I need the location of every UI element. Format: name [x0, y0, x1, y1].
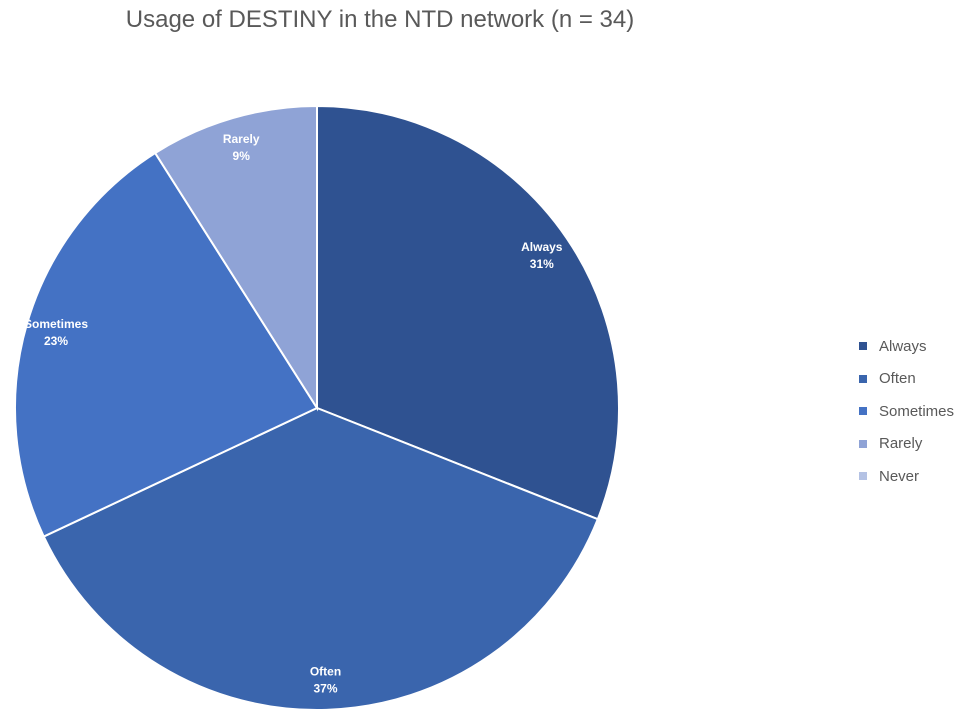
pie-slice-rarely: [153, 104, 318, 412]
pie-slice-often: [42, 406, 600, 711]
legend-item-rarely: Rarely: [859, 428, 954, 461]
chart-legend: Always Often Sometimes Rarely Never: [859, 330, 954, 493]
legend-label-often: Often: [879, 370, 916, 388]
pie-slice-sometimes: [14, 151, 319, 538]
legend-label-always: Always: [879, 337, 927, 355]
legend-swatch-never: [859, 472, 867, 481]
data-label-often-percent: 37%: [313, 682, 337, 696]
pie-slice-always: [316, 104, 620, 521]
legend-swatch-rarely: [859, 439, 867, 448]
legend-item-sometimes: Sometimes: [859, 395, 954, 428]
legend-item-often: Often: [859, 363, 954, 396]
data-label-often-category: Often: [310, 665, 341, 679]
legend-item-never: Never: [859, 460, 954, 493]
legend-swatch-sometimes: [859, 407, 867, 416]
chart-title: Usage of DESTINY in the NTD network (n =…: [125, 6, 635, 33]
legend-swatch-often: [859, 374, 867, 383]
data-label-always-percent: 31%: [530, 257, 554, 271]
data-label-rarely-percent: 9%: [233, 149, 251, 163]
legend-label-rarely: Rarely: [879, 435, 923, 453]
legend-label-sometimes: Sometimes: [879, 402, 955, 420]
data-label-sometimes-percent: 23%: [44, 334, 68, 348]
data-label-rarely-category: Rarely: [223, 132, 260, 146]
data-label-sometimes-category: Sometimes: [24, 317, 88, 331]
legend-label-never: Never: [879, 467, 920, 485]
data-label-always-category: Always: [521, 240, 563, 254]
legend-item-always: Always: [859, 330, 954, 363]
legend-swatch-always: [859, 342, 867, 351]
